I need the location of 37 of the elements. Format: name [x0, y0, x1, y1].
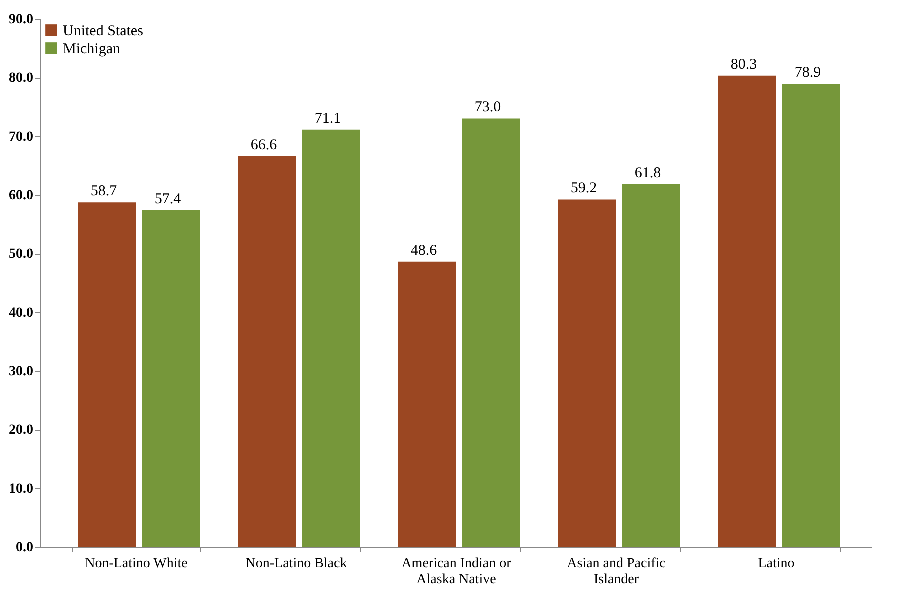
- bar: [142, 210, 200, 547]
- data-label: 58.7: [90, 184, 118, 200]
- legend-label: Michigan: [63, 42, 121, 58]
- bar: [622, 184, 680, 547]
- bar: [398, 262, 456, 547]
- bar: [238, 156, 296, 547]
- data-label: 71.1: [314, 110, 342, 127]
- bar: [782, 84, 840, 547]
- y-tick-label: 30.0: [9, 364, 34, 380]
- legend-label: United States: [63, 24, 144, 40]
- data-label: 73.0: [474, 100, 502, 116]
- data-label: 57.4: [154, 191, 182, 208]
- bar: [462, 118, 520, 547]
- data-label: 61.8: [634, 165, 662, 182]
- bar: [718, 76, 776, 547]
- y-tick-label: 0.0: [16, 540, 34, 556]
- data-label: 48.6: [410, 242, 438, 259]
- data-label: 66.6: [250, 137, 278, 154]
- y-tick-label: 40.0: [9, 306, 34, 321]
- bar: [78, 202, 136, 547]
- x-tick-label: American Indian or Alaska Native: [402, 556, 512, 588]
- y-tick-label: 50.0: [9, 247, 34, 262]
- y-tick-label: 90.0: [9, 12, 34, 28]
- data-label: 78.9: [794, 65, 822, 82]
- x-tick-label: Asian and Pacific Islander: [567, 556, 666, 588]
- bar: [302, 130, 360, 547]
- y-tick-label: 80.0: [9, 71, 34, 86]
- data-label: 59.2: [570, 180, 598, 197]
- x-tick-label: Non-Latino White: [85, 556, 188, 572]
- x-tick-label: Non-Latino Black: [246, 556, 348, 572]
- y-tick-label: 20.0: [9, 423, 34, 438]
- y-tick-label: 60.0: [9, 188, 34, 204]
- y-tick-label: 70.0: [9, 130, 34, 145]
- data-label: 80.3: [730, 56, 758, 73]
- y-tick-label: 10.0: [9, 482, 34, 497]
- bar: [558, 200, 616, 547]
- x-tick-label: Latino: [758, 556, 795, 572]
